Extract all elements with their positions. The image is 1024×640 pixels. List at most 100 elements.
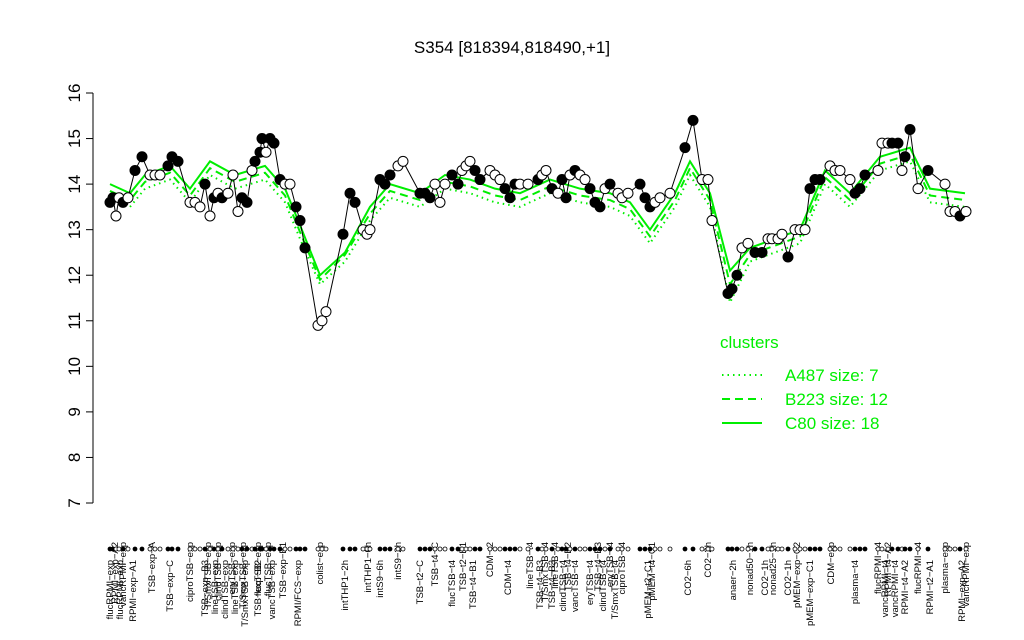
data-point <box>939 178 951 190</box>
legend-label: B223 size: 12 <box>785 390 888 409</box>
sample-dot <box>449 546 455 552</box>
data-point <box>814 174 826 186</box>
sample-dot <box>885 546 891 552</box>
data-line <box>109 120 967 327</box>
sample-dot <box>432 546 438 552</box>
data-point <box>232 205 244 217</box>
sample-dot <box>125 546 131 552</box>
sample-dot <box>442 546 448 552</box>
data-point <box>434 196 446 208</box>
x-tick-label: TSB−t2−C <box>415 560 426 604</box>
x-tick-label: TSB−t4−B3 <box>593 542 604 591</box>
sample-dot <box>857 546 863 552</box>
sample-dot <box>852 546 858 552</box>
x-tick-label: ciproTSB−t4 <box>617 542 628 595</box>
data-point <box>560 192 572 204</box>
data-point <box>249 155 261 167</box>
x-tick-label: TSB−t4−B3 <box>547 560 558 609</box>
data-point <box>136 151 148 163</box>
x-tick-label: flucTSB−t4 <box>447 560 458 607</box>
sample-dot <box>427 546 433 552</box>
x-tick-label: lineTSB−exp <box>230 560 241 614</box>
chart-title: S354 [818394,818490,+1] <box>414 38 610 57</box>
sample-dot <box>765 546 771 552</box>
x-tick-label: TSB−exp−B3 <box>200 560 211 617</box>
x-tick-label: flucRPMI−t4 <box>913 542 924 594</box>
x-tick-label: vancRPMI−exp <box>118 542 129 607</box>
x-tick-label: TSB−t2−B1 <box>458 542 469 591</box>
data-point <box>446 169 458 181</box>
sample-dot <box>360 546 366 552</box>
data-point <box>199 178 211 190</box>
data-point <box>260 146 272 158</box>
sample-dot <box>690 546 696 552</box>
data-point <box>687 114 699 126</box>
x-tick-label: clindTSB−exp <box>213 542 224 601</box>
x-tick-label: flucTSB−exp <box>263 542 274 596</box>
legend-label: A487 size: 7 <box>785 366 879 385</box>
sample-dot <box>382 546 388 552</box>
x-tick-label: vancRPMI−exp <box>961 542 972 607</box>
x-tick-label: nonad25−1h <box>768 542 779 595</box>
sample-dot <box>942 546 948 552</box>
data-point <box>349 196 361 208</box>
x-tick-label: T/SmxTSB−exp <box>203 542 214 609</box>
data-point <box>284 178 296 190</box>
data-point <box>194 201 206 213</box>
data-point <box>854 183 866 195</box>
sample-dot <box>725 546 731 552</box>
data-point <box>892 137 904 149</box>
data-point <box>579 174 591 186</box>
x-tick-label: T/SmxTSB−t4 <box>540 542 551 601</box>
sample-dot <box>315 546 321 552</box>
data-point <box>204 210 216 222</box>
sample-dot <box>400 546 406 552</box>
data-point <box>859 169 871 181</box>
x-tick-label: eryTSB−t4 <box>605 542 616 587</box>
sample-dot <box>422 546 428 552</box>
data-point <box>622 187 634 199</box>
data-point <box>344 187 356 199</box>
x-tick-label: RPMI−exp−A2 <box>957 560 968 622</box>
x-tick-label: ciproTSB−exp <box>185 542 196 602</box>
x-tick-label: plasma−exp <box>940 542 951 594</box>
data-point <box>320 306 332 318</box>
sample-dot <box>263 546 269 552</box>
data-point <box>594 201 606 213</box>
sample-dot <box>812 546 818 552</box>
sample-dot <box>165 546 171 552</box>
sample-dot <box>147 546 153 552</box>
sample-dot <box>215 546 221 552</box>
sample-dot <box>642 546 648 552</box>
sample-dot <box>637 546 643 552</box>
data-point <box>960 205 972 217</box>
x-tick-label: vancRPMI−t4 <box>890 560 901 617</box>
data-point <box>429 178 441 190</box>
sample-dot <box>507 546 513 552</box>
sample-dot <box>582 546 588 552</box>
sample-dot <box>597 546 603 552</box>
sample-dot <box>705 546 711 552</box>
data-point <box>316 315 328 327</box>
data-point <box>397 155 409 167</box>
sample-dot <box>282 546 288 552</box>
data-point <box>494 174 506 186</box>
data-point <box>162 160 174 172</box>
x-tick-label: vancRPMI−t4 <box>880 560 891 617</box>
x-tick-label: flucRPMI−t4 <box>873 542 884 594</box>
sample-dot <box>120 546 126 552</box>
data-point <box>731 269 743 281</box>
x-tick-label: CO2−1h <box>783 560 794 596</box>
x-tick-label: clindTSB−exp <box>220 560 231 619</box>
x-tick-label: TSB−t4−C <box>430 542 441 586</box>
sample-dot <box>297 546 303 552</box>
x-tick-label: pMEM−exp−C2 <box>792 542 803 608</box>
x-tick-label: plasma−t4 <box>850 560 861 604</box>
cluster-line <box>109 153 966 287</box>
data-point <box>604 178 616 190</box>
sample-dot <box>745 546 751 552</box>
sample-dot <box>625 546 631 552</box>
data-point <box>654 192 666 204</box>
data-point <box>726 283 738 295</box>
sample-dot <box>607 546 613 552</box>
